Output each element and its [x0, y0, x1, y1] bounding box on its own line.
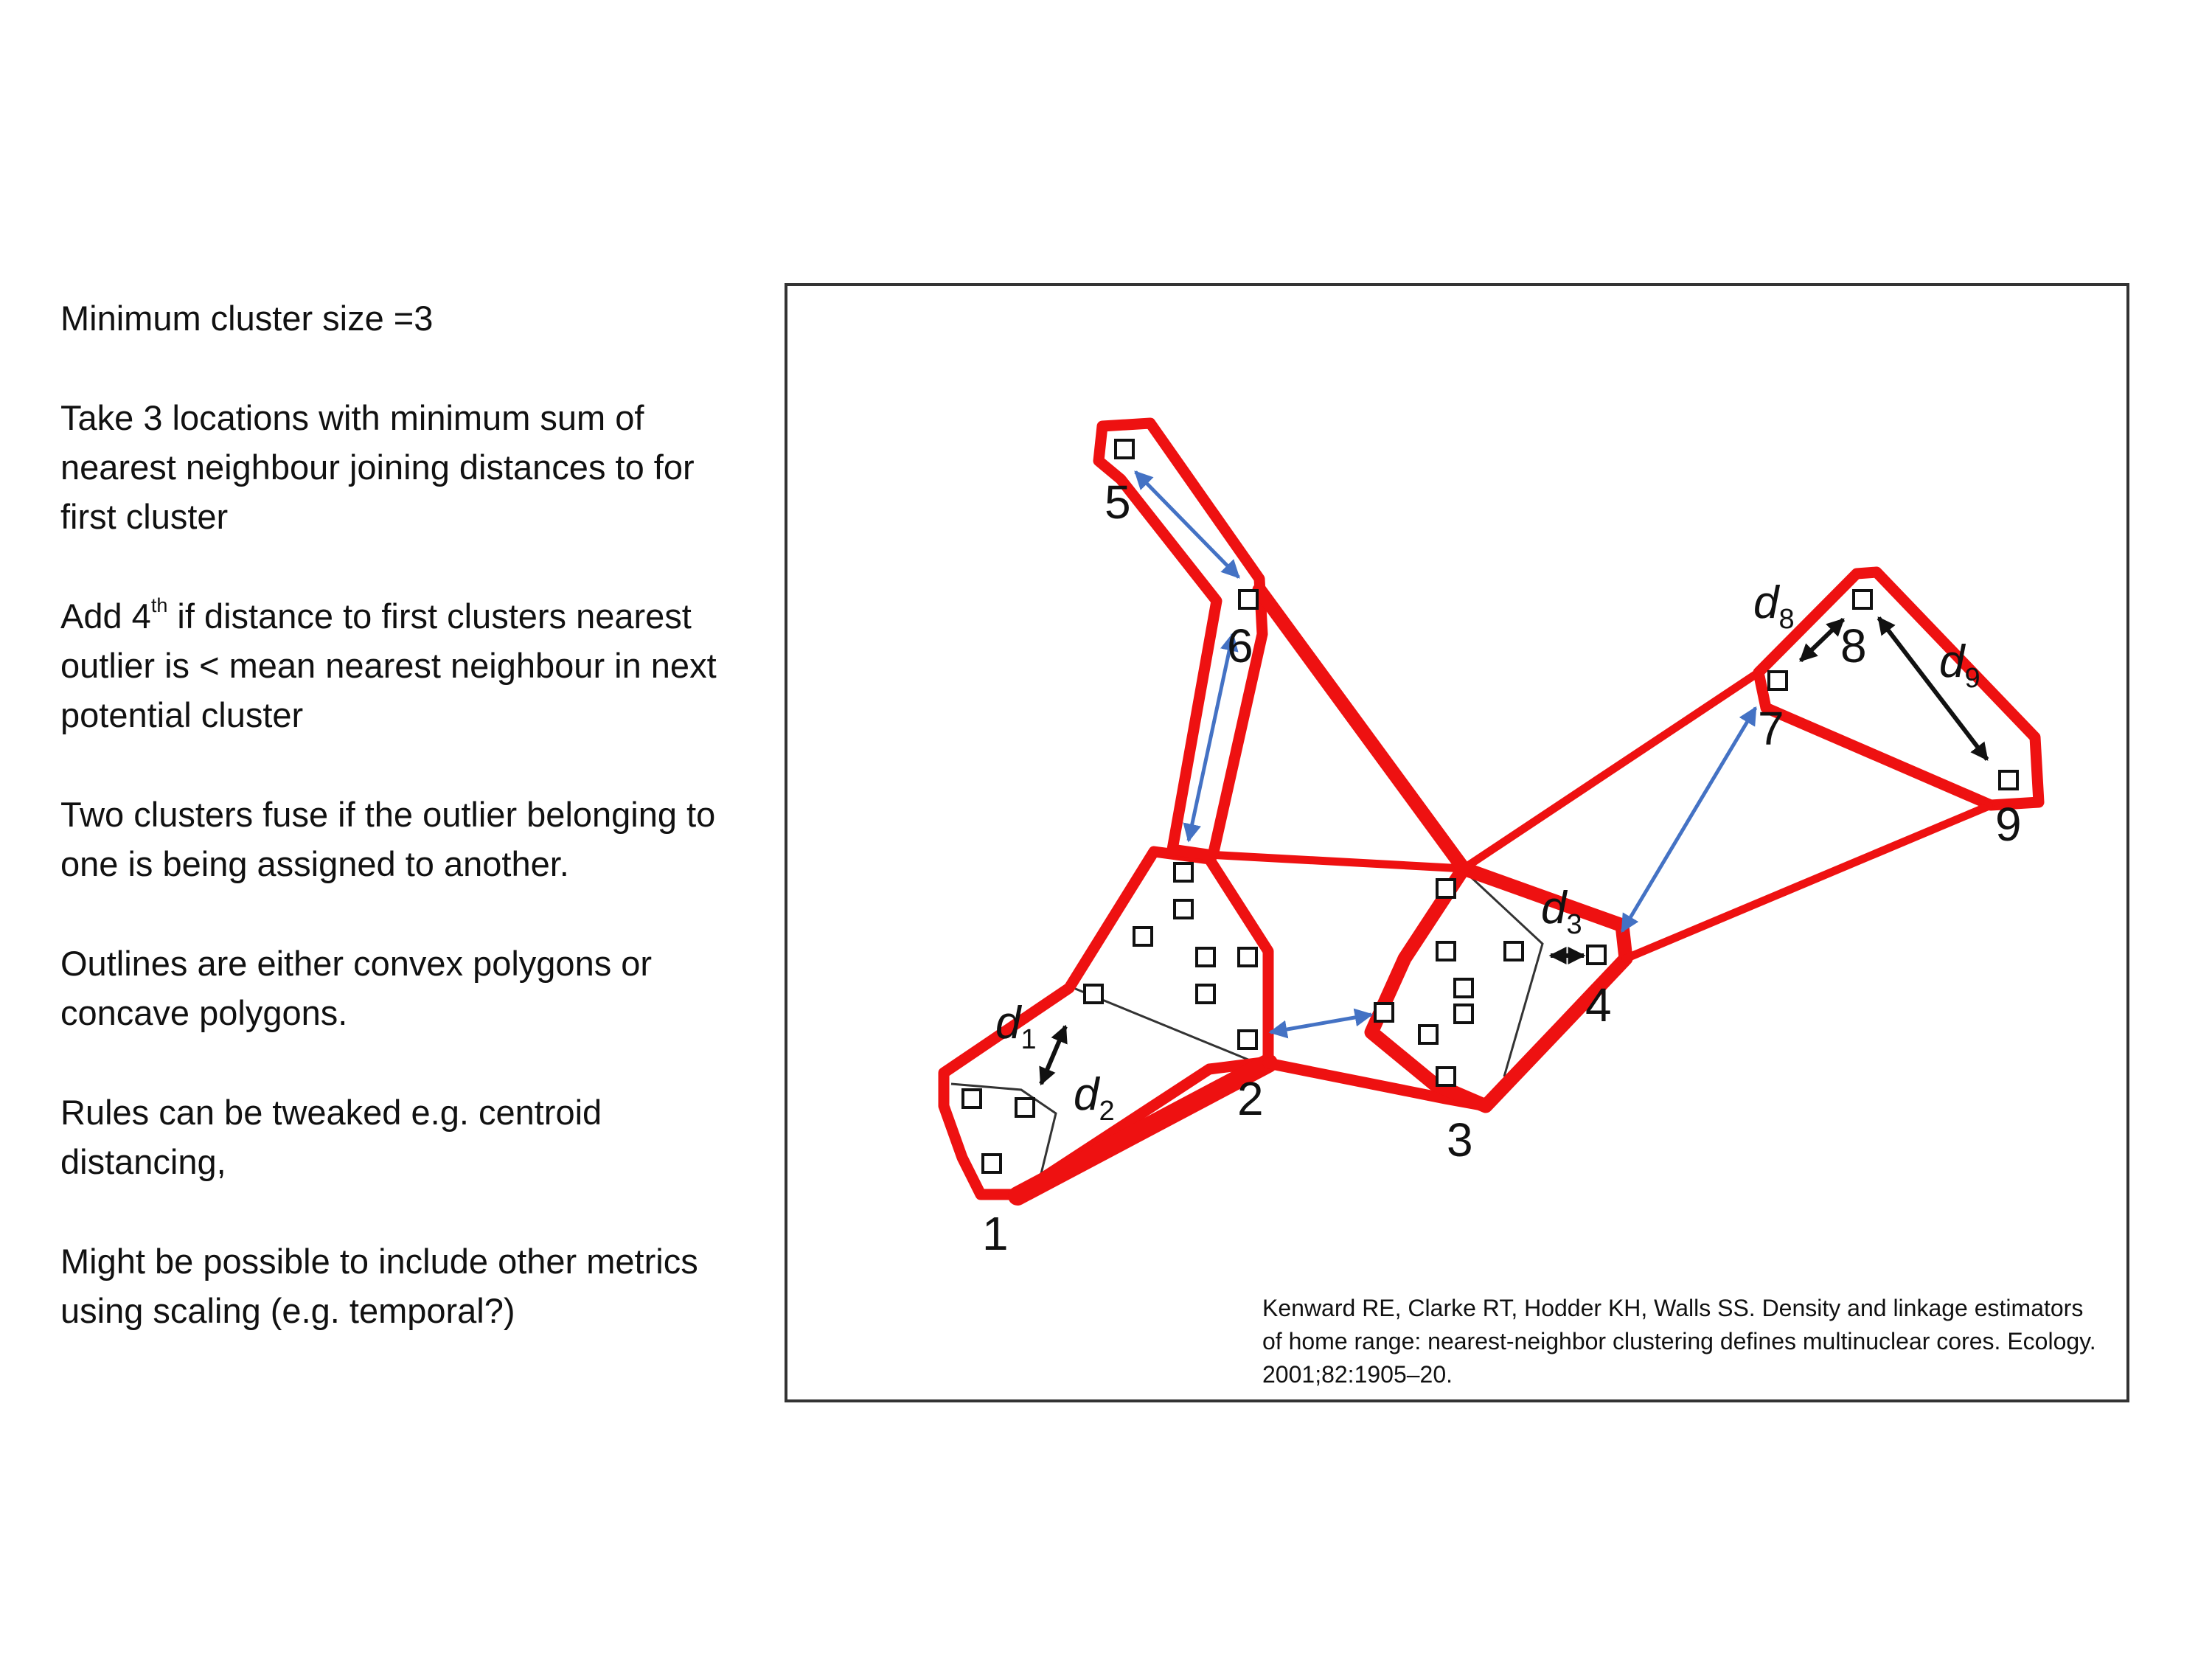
location-point: [1238, 589, 1259, 610]
d2-letter: d: [1074, 1069, 1101, 1120]
d9-letter: d: [1939, 636, 1966, 687]
note-add-fourth-sup: th: [150, 594, 168, 616]
note-cluster-fusion: Two clusters fuse if the outlier belongi…: [60, 795, 716, 883]
cluster-label-5: 5: [1105, 476, 1131, 529]
outline-cluster-1: [938, 846, 1274, 1200]
location-point: [1453, 1004, 1474, 1024]
note-first-cluster: Take 3 locations with minimum sum of nea…: [60, 398, 695, 536]
d-arrow-8: [1798, 617, 1846, 663]
location-point: [1436, 941, 1456, 961]
note-other-metrics: Might be possible to include other metri…: [60, 1242, 698, 1330]
note-add-fourth: Add 4th if distance to first clusters ne…: [60, 591, 724, 740]
distance-arrows: [1039, 616, 1989, 1086]
location-point: [1173, 899, 1194, 919]
cluster-label-7: 7: [1758, 702, 1784, 755]
location-point: [1453, 978, 1474, 998]
outline-heavy-edge-6-3: [1252, 582, 1471, 876]
d1-letter: d: [995, 998, 1023, 1048]
outline-cluster-7-8-9: [1753, 566, 2045, 811]
red-outlines: [938, 417, 2045, 1206]
location-point: [1852, 589, 1873, 610]
cluster-label-2: 2: [1237, 1072, 1264, 1125]
distance-label-d2: d2: [1074, 1069, 1115, 1127]
location-point: [1374, 1002, 1394, 1023]
outline-heavy-edge-1-2: [1008, 1054, 1278, 1206]
outline-cluster-3-4: [1364, 861, 1633, 1113]
outline-link-3-7: [1459, 668, 1763, 873]
location-point: [1133, 926, 1153, 947]
notes-panel: Minimum cluster size =3 Take 3 locations…: [60, 293, 724, 1385]
citation: Kenward RE, Clarke RT, Hodder KH, Walls …: [1262, 1295, 2096, 1388]
d2-sub: 2: [1099, 1096, 1114, 1127]
note-add-fourth-b: if distance to first clusters nearest ou…: [60, 597, 717, 734]
location-point: [1418, 1024, 1439, 1045]
cluster-number-labels: 1 2 3 4 5 6 7 8 9: [982, 476, 2022, 1260]
distance-labels: d1 d2 d3 d8 d9: [995, 577, 1980, 1127]
location-point: [981, 1153, 1002, 1174]
distance-label-d1: d1: [995, 998, 1037, 1055]
d3-sub: 3: [1566, 909, 1582, 940]
d8-sub: 8: [1778, 604, 1794, 635]
location-point: [1195, 984, 1216, 1004]
nn-arrow-2-3: [1268, 1008, 1374, 1039]
nn-arrow-5-6: [1134, 470, 1240, 579]
cluster-label-1: 1: [982, 1207, 1009, 1260]
cluster-label-8: 8: [1840, 619, 1867, 672]
d-arrow-9: [1877, 616, 1989, 761]
d9-sub: 9: [1964, 663, 1980, 694]
cluster-label-3: 3: [1447, 1113, 1473, 1166]
location-point: [1114, 439, 1135, 459]
cluster-label-6: 6: [1227, 619, 1253, 672]
location-point: [1173, 862, 1194, 883]
d-arrow-1: [1039, 1024, 1068, 1086]
location-point: [1436, 1066, 1456, 1087]
outline-link-4-9: [1621, 801, 1995, 963]
cluster-label-4: 4: [1585, 978, 1612, 1032]
nn-arrow-7-4: [1620, 706, 1758, 933]
distance-label-d3: d3: [1541, 883, 1582, 940]
note-min-cluster-size: Minimum cluster size =3: [60, 299, 434, 338]
d8-letter: d: [1753, 577, 1781, 628]
d1-sub: 1: [1020, 1024, 1036, 1055]
cluster-label-9: 9: [1995, 798, 2022, 851]
location-point: [1767, 670, 1788, 691]
note-outline-types: Outlines are either convex polygons or c…: [60, 944, 653, 1032]
location-points: [961, 439, 2019, 1174]
note-add-fourth-a: Add 4: [60, 597, 151, 636]
location-point: [961, 1088, 982, 1109]
nn-arrow-6-2: [1183, 632, 1239, 843]
location-point: [1998, 770, 2019, 790]
location-point: [1195, 947, 1216, 967]
location-point: [1503, 941, 1524, 961]
location-point: [1015, 1097, 1035, 1118]
location-point: [1237, 1029, 1258, 1050]
d3-letter: d: [1541, 883, 1568, 933]
distance-label-d9: d9: [1939, 636, 1980, 694]
distance-label-d8: d8: [1753, 577, 1795, 635]
note-rule-tweaks: Rules can be tweaked e.g. centroid dista…: [60, 1093, 602, 1181]
location-point: [1586, 945, 1607, 965]
location-point: [1436, 878, 1456, 899]
nearest-neighbour-arrows: [1134, 470, 1758, 1039]
location-point: [1237, 947, 1258, 967]
inner-hull-cluster-3: [1466, 872, 1544, 1077]
location-point: [1083, 984, 1104, 1004]
